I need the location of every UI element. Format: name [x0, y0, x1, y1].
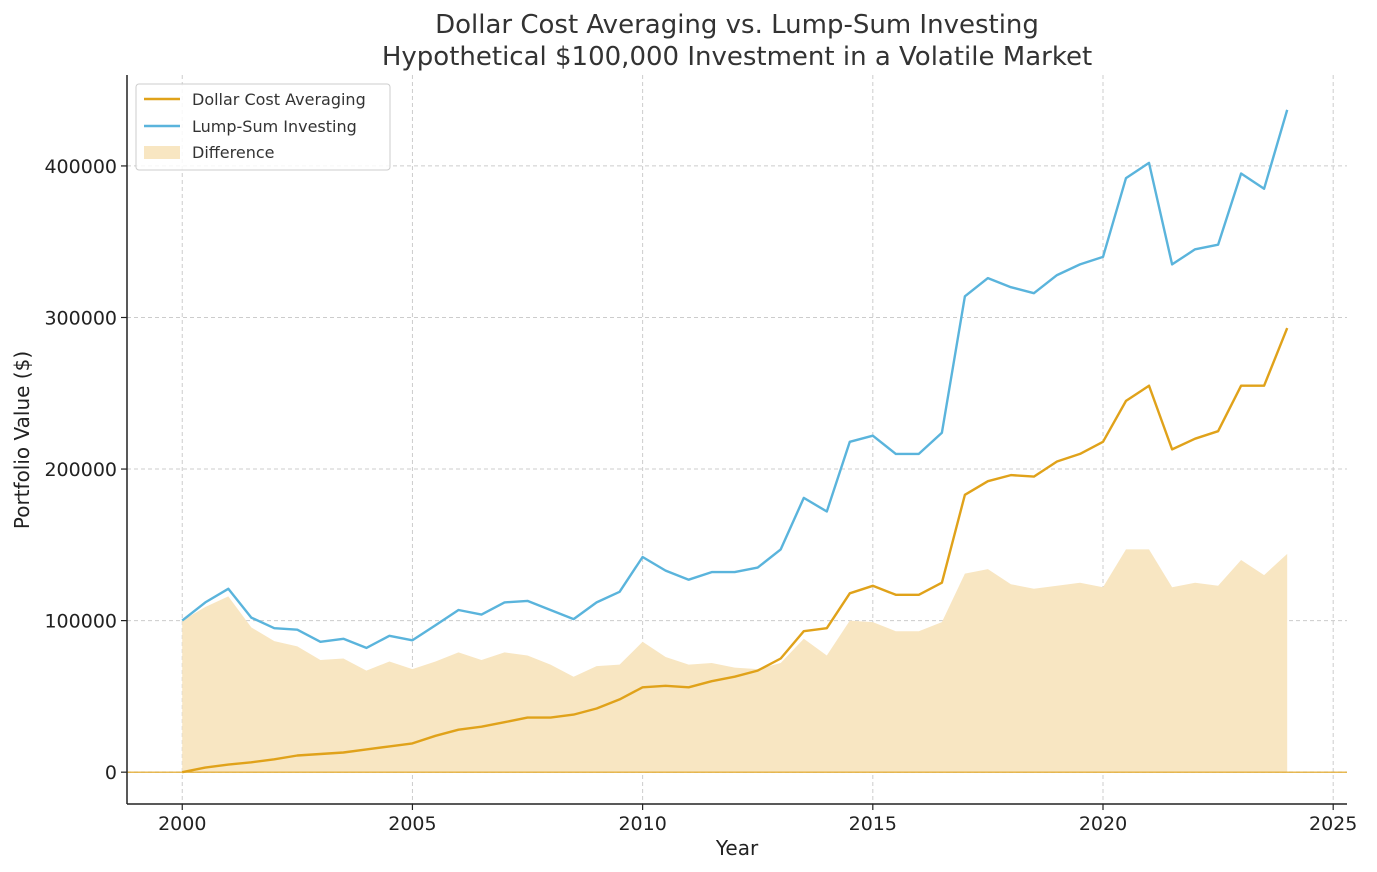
plot-area: [127, 109, 1347, 774]
x-axis-label: Year: [715, 836, 759, 860]
x-tick-label: 2000: [158, 813, 206, 835]
y-tick-label: 300000: [44, 307, 117, 329]
y-tick-label: 400000: [44, 156, 117, 178]
x-tick-label: 2025: [1309, 813, 1357, 835]
chart-title-line-1: Dollar Cost Averaging vs. Lump-Sum Inves…: [435, 10, 1039, 40]
lump-sum-series-line: [181, 109, 1289, 650]
legend-difference-swatch: [144, 146, 180, 159]
dca-series-line: [181, 327, 1289, 774]
legend-difference-label: Difference: [192, 143, 274, 162]
x-tick-label: 2010: [618, 813, 666, 835]
legend-lump-label: Lump-Sum Investing: [192, 117, 357, 136]
legend: Dollar Cost Averaging Lump-Sum Investing…: [135, 83, 391, 171]
y-axis-ticks: 0 100000 200000 300000 400000: [44, 156, 127, 784]
x-tick-label: 2015: [849, 813, 897, 835]
y-axis-label: Portfolio Value ($): [10, 351, 34, 529]
y-tick-label: 200000: [44, 459, 117, 481]
legend-box: [135, 83, 391, 171]
x-tick-label: 2005: [388, 813, 436, 835]
legend-dca-label: Dollar Cost Averaging: [192, 90, 366, 109]
x-axis-ticks: 2000 2005 2010 2015 2020 2025: [158, 804, 1357, 835]
y-tick-label: 100000: [44, 611, 117, 633]
y-tick-label: 0: [105, 762, 117, 784]
chart-title-line-2: Hypothetical $100,000 Investment in a Vo…: [382, 42, 1092, 72]
x-tick-label: 2020: [1079, 813, 1127, 835]
difference-area: [182, 549, 1288, 773]
